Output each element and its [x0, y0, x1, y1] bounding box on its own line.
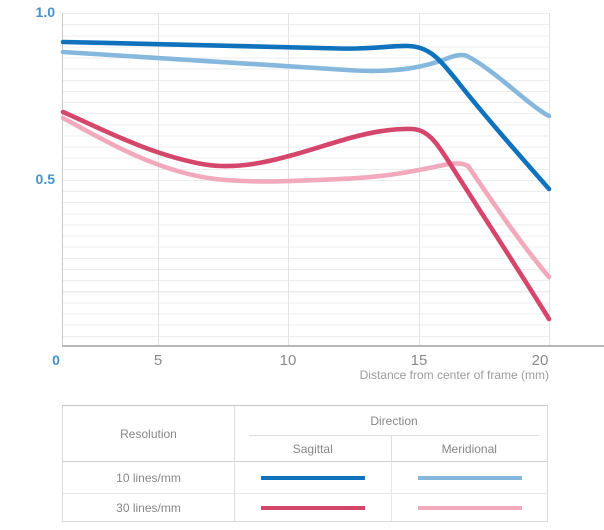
row-label-30-lines: 30 lines/mm [63, 494, 235, 521]
curve-10lines-sagittal [60, 39, 552, 192]
x-tick-5: 5 [153, 352, 163, 369]
x-tick-15: 15 [410, 352, 428, 369]
x-tick-10: 10 [279, 352, 297, 369]
sagittal-column-header: Sagittal [292, 441, 333, 456]
legend-line-10-meridional [417, 475, 522, 480]
mtf-curves [60, 39, 552, 322]
gridline-vertical-15mm [419, 13, 420, 346]
x-tick-20: 20 [531, 352, 549, 369]
legend-line-10-sagittal [261, 475, 365, 480]
direction-header: Direction [370, 413, 418, 428]
meridional-column-header: Meridional [390, 436, 548, 461]
legend-cell-10-meridional [391, 462, 547, 494]
gridline-vertical-5mm [158, 13, 159, 346]
curve-10lines-meridional [60, 49, 552, 119]
x-axis-line [62, 345, 604, 347]
curve-30lines-meridional [60, 115, 552, 280]
x-axis-title: Distance from center of frame (mm) [359, 368, 549, 382]
legend-table: Resolution Direction Sagittal Meridional… [62, 405, 548, 522]
resolution-header: Resolution [63, 406, 235, 462]
legend-cell-30-sagittal [235, 494, 391, 521]
legend-cell-30-meridional [391, 494, 547, 521]
row-label-10-lines: 10 lines/mm [63, 462, 235, 494]
direction-header-group: Direction Sagittal Meridional [235, 406, 547, 462]
curve-30lines-sagittal [60, 109, 552, 322]
legend-line-30-sagittal [261, 505, 365, 510]
legend-cell-10-sagittal [235, 462, 391, 494]
y-tick-1-0: 1.0 [35, 4, 55, 20]
x-tick-0: 0 [52, 352, 60, 368]
legend-line-30-meridional [417, 505, 522, 510]
y-tick-0-5: 0.5 [35, 171, 55, 187]
